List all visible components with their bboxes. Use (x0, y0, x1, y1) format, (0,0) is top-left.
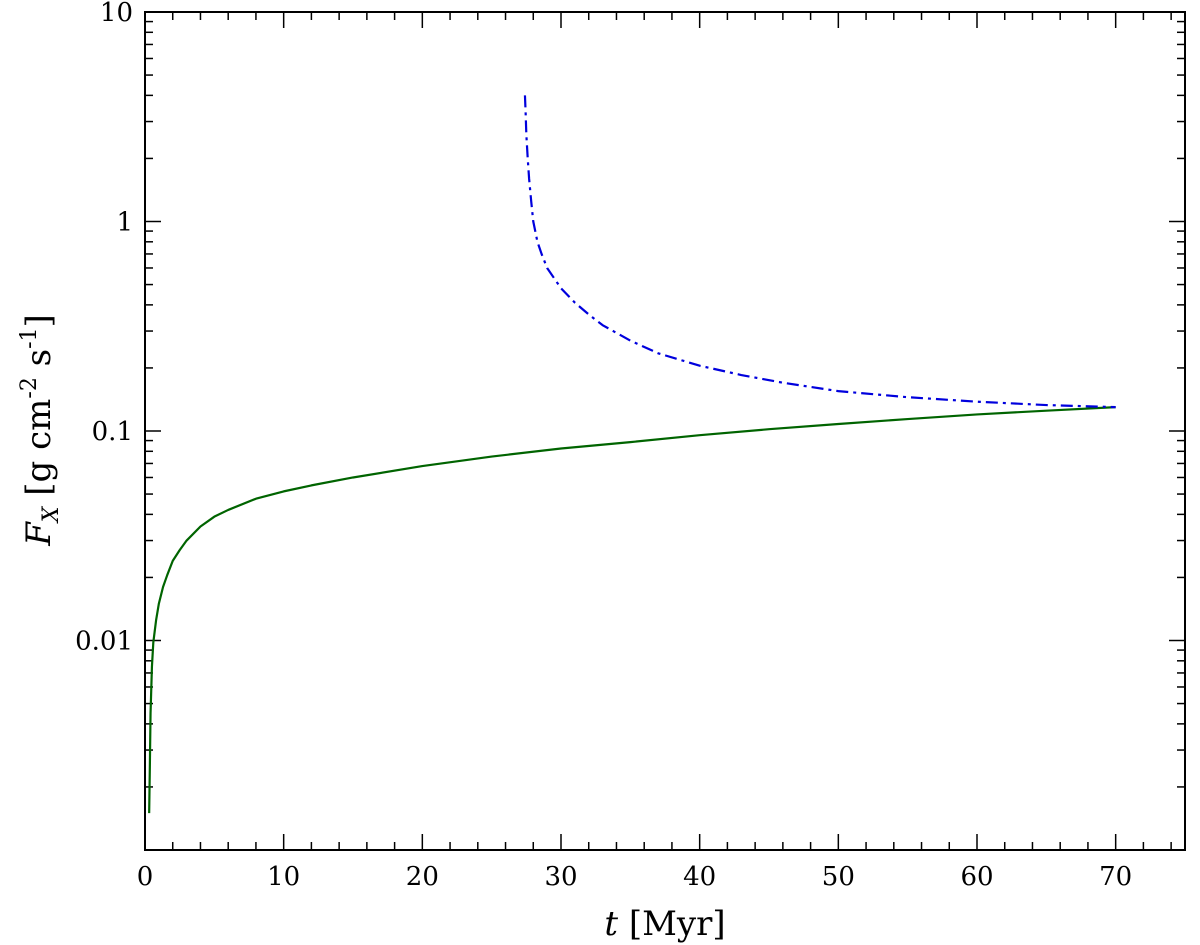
x-tick-label: 20 (406, 862, 439, 892)
x-tick-label: 10 (267, 862, 300, 892)
series-0-line (148, 406, 1116, 814)
plot-frame (144, 11, 1186, 851)
x-tick-label: 50 (822, 862, 855, 892)
y-axis-label: FX [g cm-2 s-1] (17, 314, 64, 547)
y-tick-label: 10 (100, 0, 133, 28)
tick-labels: 0 10 20 30 40 50 60 70 0.01 0.1 1 10 (75, 0, 1132, 892)
y-tick-label: 1 (116, 208, 133, 238)
minor-ticks (145, 12, 1185, 850)
x-tick-label: 40 (683, 862, 716, 892)
major-ticks (144, 11, 1185, 851)
x-tick-label: 0 (137, 862, 154, 892)
x-axis-label: t [Myr] (604, 904, 725, 944)
x-tick-label: 30 (544, 862, 577, 892)
series-layer (148, 95, 1116, 814)
x-tick-label: 60 (960, 862, 993, 892)
y-tick-label: 0.01 (75, 627, 133, 657)
y-tick-label: 0.1 (92, 417, 133, 447)
series-1-line (523, 95, 1116, 409)
x-tick-label: 70 (1099, 862, 1132, 892)
